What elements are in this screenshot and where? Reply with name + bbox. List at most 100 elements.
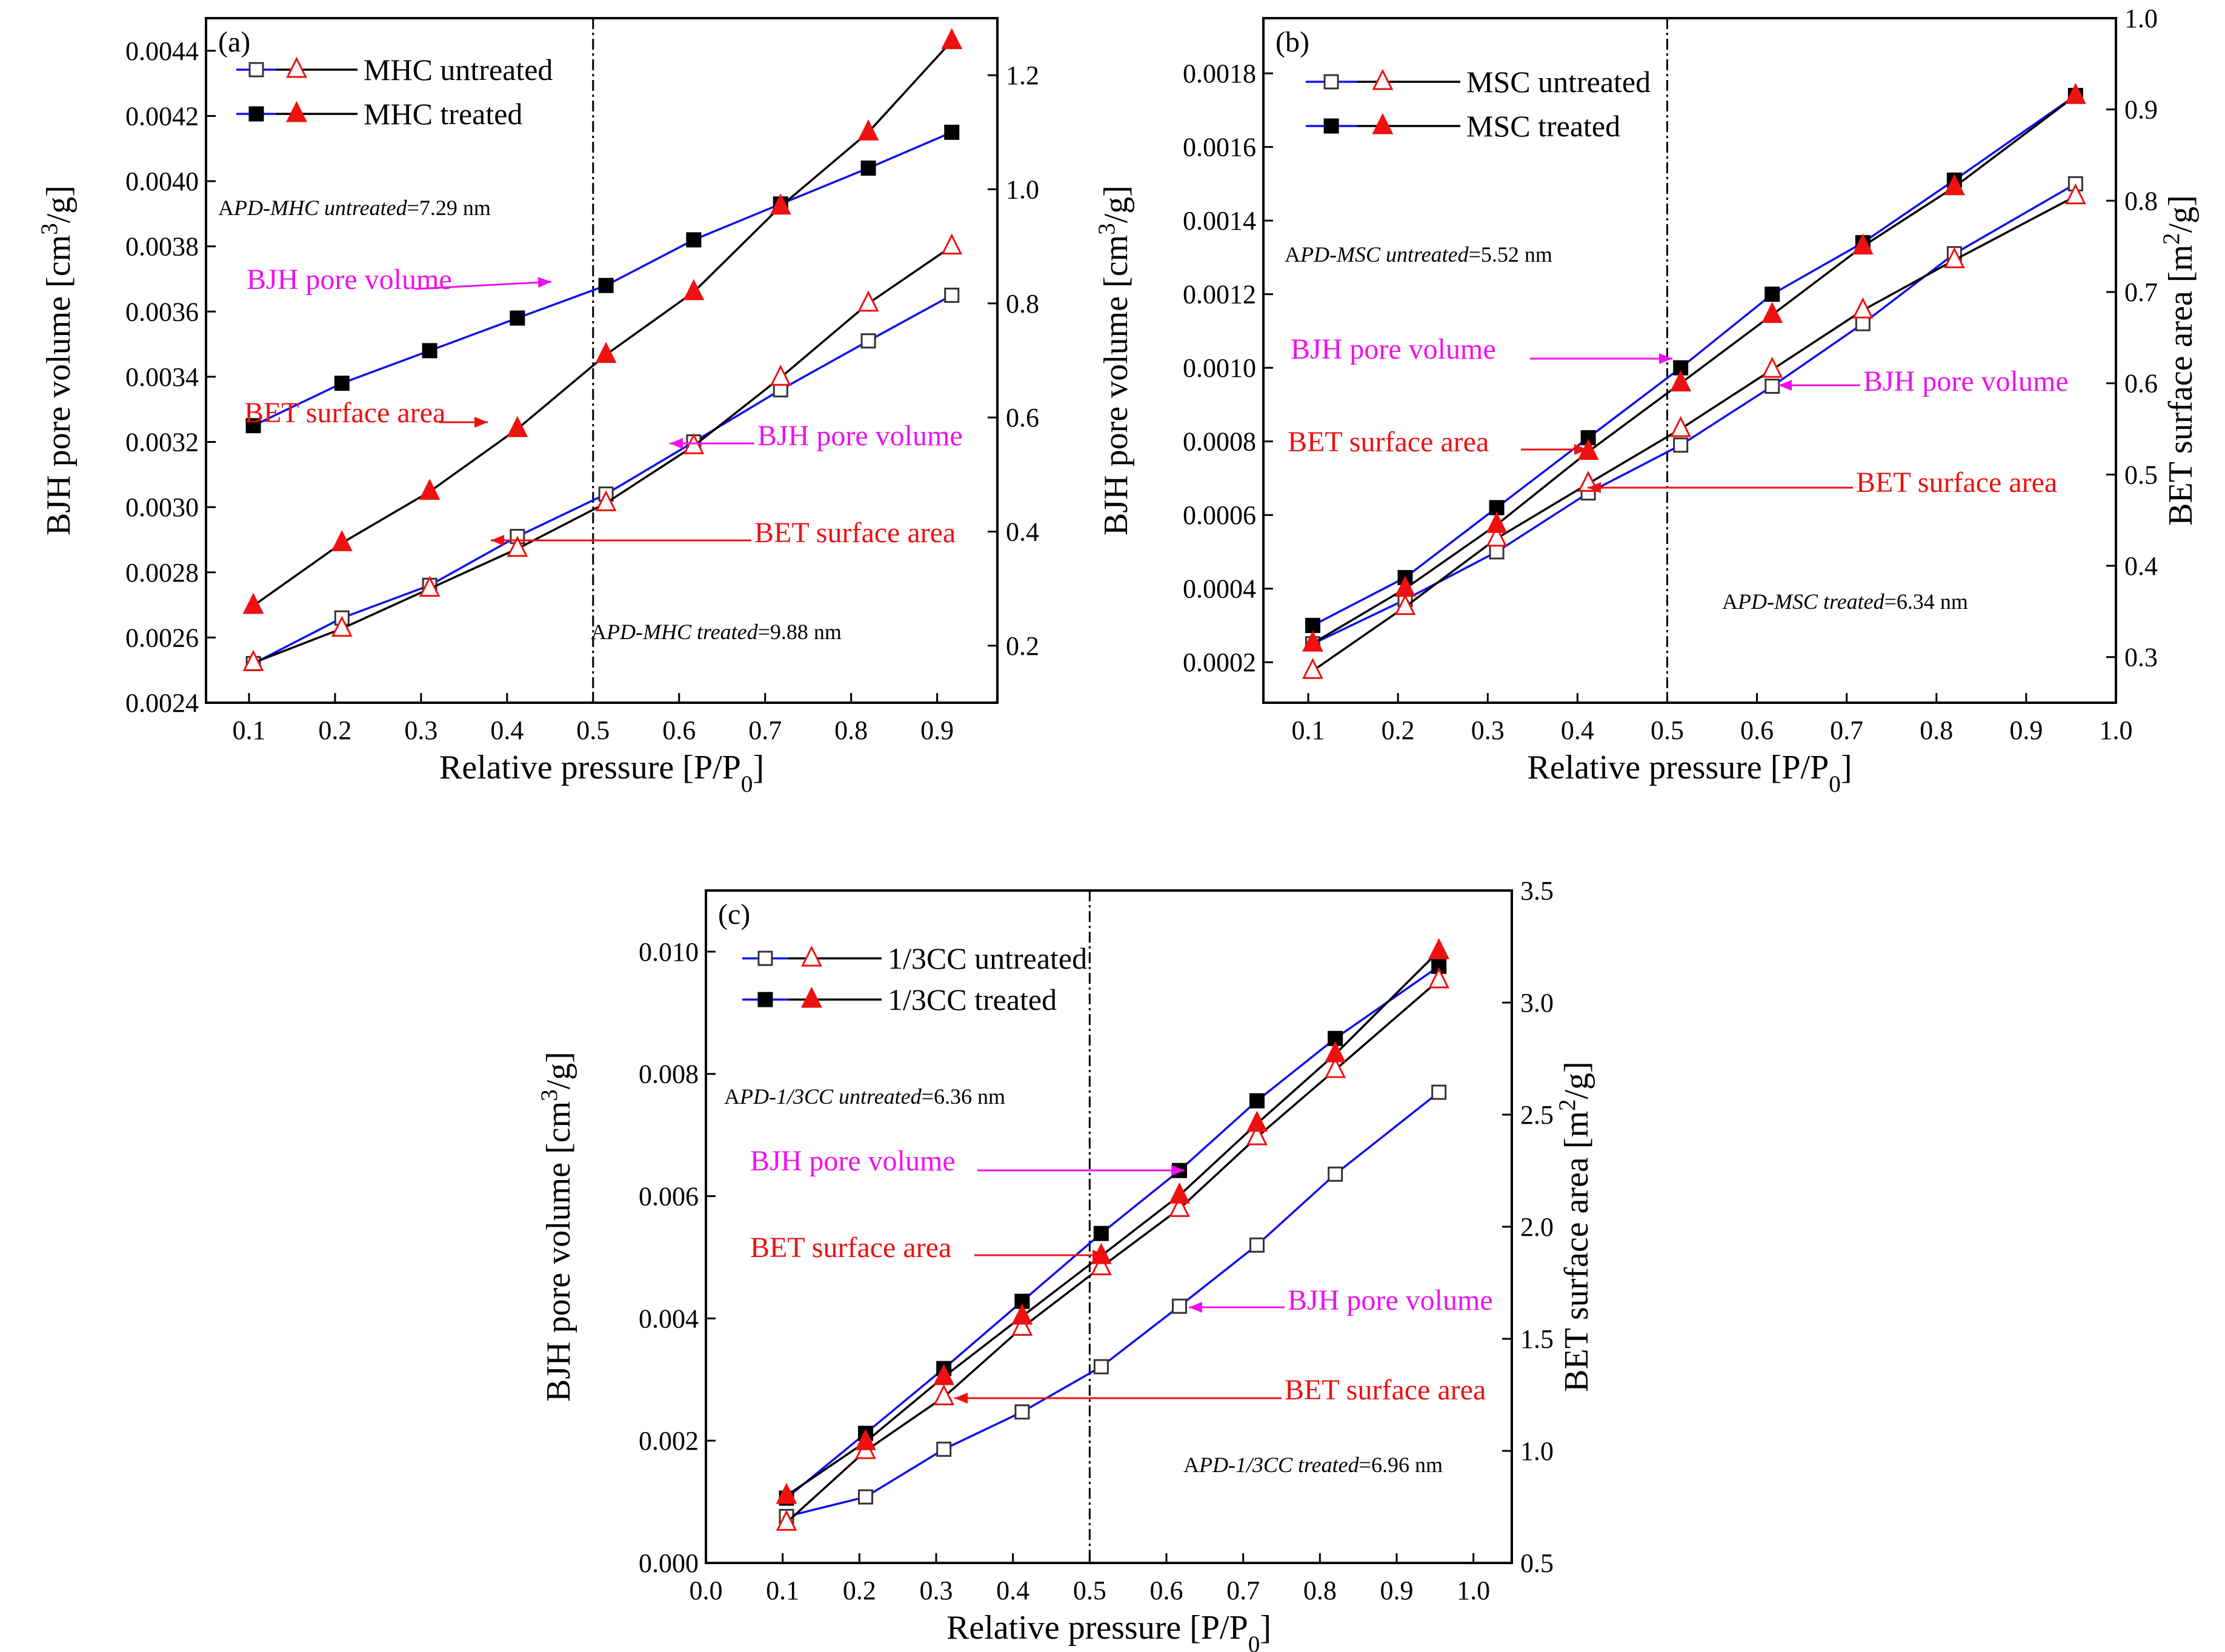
annotation-text: BJH pore volume	[1291, 333, 1496, 365]
data-point	[595, 490, 617, 511]
annotation: BET surface area	[1288, 426, 1588, 458]
annotation-arrow-head	[1189, 1302, 1202, 1313]
x-tick-label: 0.5	[576, 715, 610, 745]
data-point	[2064, 183, 2086, 205]
y-tick-label: 0.0040	[125, 167, 199, 196]
data-point	[331, 529, 353, 551]
legend-marker-triangle	[800, 945, 822, 967]
y2-tick-label: 0.4	[2124, 551, 2158, 581]
y-axis-title: BJH pore volume [cm3/g]	[36, 185, 78, 536]
data-point	[1325, 1041, 1346, 1063]
y-tick-label: 0.0042	[125, 101, 199, 131]
x-tick-label: 0.2	[843, 1576, 876, 1605]
annotation-text: BJH pore volume	[750, 1145, 956, 1177]
apd-value: =5.52 nm	[1469, 242, 1552, 267]
x-tick-label: 0.4	[490, 715, 524, 745]
panel-label: (c)	[718, 898, 750, 930]
apd-prefix: A	[1183, 1453, 1199, 1477]
annotation: BJH pore volume	[247, 264, 552, 296]
y-tick-label: 0.0008	[1183, 427, 1256, 457]
apd-label: APD-MSC treated=6.34 nm	[1722, 589, 1968, 614]
y-tick-label: 0.0024	[125, 688, 199, 718]
y-tick-label: 0.0010	[1183, 353, 1256, 383]
label-part: Relative pressure [P/P	[439, 749, 741, 786]
y-tick-label: 0.0026	[125, 623, 199, 652]
x-tick-label: 0.1	[1292, 715, 1325, 745]
annotation-text: BET surface area	[1285, 1374, 1486, 1406]
data-point	[857, 1489, 873, 1505]
apd-prefix: A	[1722, 589, 1738, 614]
x-tick-label: 0.2	[318, 715, 351, 745]
y-tick-label: 0.0002	[1183, 648, 1256, 677]
y-tick-label: 0.0014	[1183, 206, 1256, 236]
annotation-text: BET surface area	[750, 1232, 951, 1264]
data-point	[1302, 630, 1323, 652]
data-point	[855, 1428, 876, 1450]
data-point	[507, 416, 528, 437]
x-tick-label: 0.4	[1561, 715, 1594, 745]
annotation: BJH pore volume	[1189, 1284, 1493, 1316]
data-point	[507, 536, 528, 557]
data-point	[1670, 370, 1692, 392]
chart-panel-a: 0.1 0.2 0.3 0.4 0.5 0.6 0.7 0.8 0.9 0.0024 0.0026 0…	[36, 17, 1039, 797]
legend-marker-triangle	[1372, 68, 1394, 90]
data-point	[331, 615, 353, 637]
data-point	[1394, 594, 1416, 615]
label-subscript: 0	[1829, 771, 1841, 797]
data-point	[1486, 511, 1508, 533]
legend-label: MHC untreated	[364, 53, 553, 87]
y2-tick-label: 0.5	[2124, 460, 2158, 489]
y2-tick-label: 0.6	[1006, 403, 1039, 433]
y-tick-label: 0.006	[639, 1182, 699, 1212]
apd-italic: PD-MSC treated	[1737, 589, 1885, 614]
x-tick-label: 0.8	[1303, 1576, 1337, 1605]
y-axis-title: BJH pore volume [cm3/g]	[1094, 185, 1136, 536]
annotation: BJH pore volume	[750, 1145, 1185, 1177]
y-axis-title: BJH pore volume [cm3/g]	[536, 1052, 578, 1402]
legend-marker-triangle	[286, 101, 307, 122]
annotation-arrow-head	[1171, 1165, 1185, 1176]
label-part: ]	[1260, 1609, 1271, 1647]
annotation-arrow-head	[537, 277, 551, 288]
apd-italic: PD-MSC untreated	[1300, 242, 1469, 267]
legend-marker-square	[757, 992, 773, 1007]
label-part: /g]	[1558, 1061, 1595, 1099]
label-part: /g]	[2162, 195, 2200, 233]
annotation-arrow-head	[1659, 353, 1672, 364]
data-point	[1169, 1196, 1190, 1217]
label-part: BJH pore volume [cm	[40, 235, 78, 536]
y-tick-label: 0.0036	[125, 297, 199, 327]
data-point	[334, 376, 350, 391]
label-superscript: 3	[1094, 223, 1120, 235]
data-point	[770, 364, 791, 386]
legend-marker-square	[757, 950, 773, 966]
data-point	[933, 1364, 955, 1385]
label-subscript: 0	[1248, 1631, 1260, 1652]
apd-italic: PD-1/3CC untreated	[739, 1084, 922, 1109]
data-point	[944, 124, 960, 140]
y-tick-label: 0.002	[639, 1426, 699, 1456]
y2-tick-label: 3.0	[1520, 988, 1554, 1018]
data-point	[510, 310, 525, 326]
apd-label: APD-1/3CC untreated=6.36 nm	[724, 1084, 1005, 1109]
y2-tick-label: 0.9	[2124, 95, 2158, 125]
data-point	[1325, 1057, 1346, 1078]
data-point	[1169, 1182, 1190, 1204]
label-superscript: 2	[1554, 1099, 1580, 1111]
data-point	[1394, 576, 1416, 597]
y2-tick-label: 2.5	[1520, 1100, 1554, 1130]
y2-tick-label: 1.0	[2124, 4, 2158, 33]
y2-tick-label: 3.5	[1520, 876, 1554, 906]
y2-tick-label: 0.3	[2124, 643, 2158, 672]
legend-marker-square	[1323, 74, 1339, 90]
annotation-arrow-head	[1093, 1250, 1106, 1261]
legend-marker-square	[248, 62, 264, 78]
series-msc-untreated-bet-surface-area	[1302, 183, 2086, 679]
y2-tick-label: 0.6	[2124, 369, 2158, 399]
series-mhc-treated-bjh-pore-volume	[245, 124, 960, 434]
legend-marker-square	[1323, 118, 1339, 134]
series-mhc-treated-bet-surface-area	[242, 28, 963, 614]
data-point	[1943, 174, 1965, 196]
legend-marker-triangle	[800, 986, 822, 1008]
